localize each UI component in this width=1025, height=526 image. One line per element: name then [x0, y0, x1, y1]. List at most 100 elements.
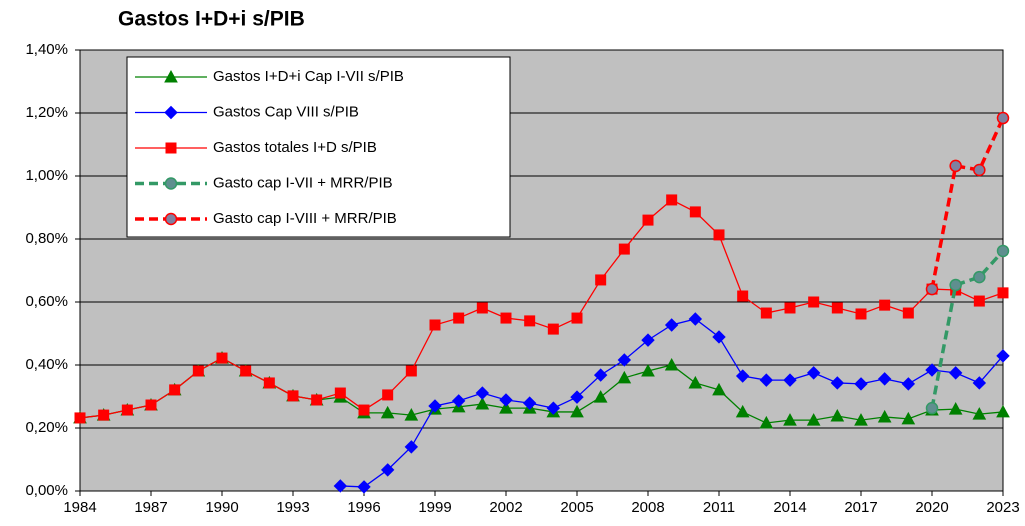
- marker: [760, 307, 772, 319]
- marker: [74, 412, 86, 424]
- marker: [735, 369, 750, 383]
- x-tick-label: 1987: [134, 499, 167, 516]
- legend-label: Gasto cap I-VII + MRR/PIB: [213, 174, 393, 191]
- marker: [808, 296, 820, 308]
- marker: [735, 404, 750, 418]
- legend-label: Gastos Cap VIII s/PIB: [213, 103, 359, 120]
- legend-marker: [164, 105, 178, 120]
- marker: [901, 377, 916, 391]
- y-tick-label: 0,60%: [25, 293, 68, 310]
- marker: [522, 396, 537, 410]
- marker: [546, 401, 561, 415]
- marker: [499, 393, 513, 407]
- marker: [169, 384, 181, 396]
- marker: [593, 390, 608, 403]
- marker: [996, 349, 1010, 363]
- marker: [855, 308, 867, 320]
- marker: [759, 373, 774, 387]
- x-tick-label: 1984: [63, 499, 96, 516]
- marker: [877, 372, 892, 386]
- marker: [759, 415, 774, 429]
- plot-border: [79, 49, 1004, 492]
- marker: [712, 330, 726, 344]
- x-tick-label: 2005: [560, 499, 593, 516]
- x-tick-label: 2020: [915, 499, 948, 516]
- marker: [783, 373, 797, 387]
- x-tick-label: 1999: [418, 499, 451, 516]
- marker: [475, 397, 490, 410]
- marker: [949, 159, 962, 173]
- marker: [617, 370, 632, 384]
- marker: [357, 480, 371, 494]
- marker: [689, 206, 701, 218]
- marker: [948, 402, 963, 415]
- marker: [902, 307, 914, 319]
- x-tick-label: 2014: [773, 499, 806, 516]
- marker: [333, 479, 348, 493]
- series-line: [79, 199, 1004, 419]
- marker: [830, 376, 845, 390]
- y-tick-label: 0,80%: [25, 230, 68, 247]
- marker: [311, 394, 323, 406]
- legend: [126, 56, 511, 238]
- y-tick-label: 1,00%: [25, 167, 68, 184]
- marker: [570, 390, 584, 404]
- marker: [404, 440, 419, 454]
- legend-marker: [164, 177, 178, 190]
- marker: [996, 244, 1010, 258]
- legend-label: Gastos totales I+D s/PIB: [213, 139, 377, 156]
- marker: [617, 353, 632, 367]
- y-tick-label: 0,40%: [25, 356, 68, 373]
- marker: [263, 377, 275, 389]
- marker: [879, 299, 891, 311]
- marker: [973, 270, 986, 284]
- marker: [547, 323, 559, 335]
- marker: [192, 365, 204, 377]
- marker: [475, 386, 490, 400]
- marker: [642, 214, 654, 226]
- marker: [121, 404, 133, 416]
- marker: [216, 352, 228, 364]
- x-tick-label: 2002: [489, 499, 522, 516]
- marker: [453, 312, 465, 324]
- marker: [973, 295, 985, 307]
- marker: [382, 389, 394, 401]
- marker: [925, 282, 939, 296]
- marker: [901, 411, 916, 425]
- x-tick-label: 2017: [844, 499, 877, 516]
- marker: [524, 315, 536, 327]
- marker: [404, 408, 419, 421]
- x-tick-label: 1996: [347, 499, 380, 516]
- marker: [854, 377, 868, 391]
- marker: [783, 413, 797, 426]
- marker: [380, 405, 395, 419]
- x-tick-label: 1990: [205, 499, 238, 516]
- x-tick-label: 1993: [276, 499, 309, 516]
- marker: [334, 387, 346, 399]
- marker: [996, 404, 1010, 418]
- marker: [595, 274, 607, 286]
- marker: [973, 163, 986, 177]
- y-tick-label: 1,40%: [25, 41, 68, 58]
- marker: [380, 463, 395, 477]
- marker: [949, 278, 962, 292]
- marker: [287, 390, 299, 402]
- y-tick-label: 1,20%: [25, 104, 68, 121]
- marker: [688, 375, 703, 389]
- series-line: [930, 249, 1005, 409]
- marker: [571, 312, 583, 324]
- marker: [997, 287, 1009, 299]
- marker: [428, 399, 442, 413]
- marker: [996, 111, 1010, 125]
- marker: [830, 408, 845, 422]
- marker: [145, 399, 157, 411]
- y-tick-label: 0,20%: [25, 419, 68, 436]
- x-tick-label: 2008: [631, 499, 664, 516]
- legend-marker: [164, 69, 178, 83]
- marker: [712, 382, 726, 396]
- marker: [405, 365, 417, 377]
- marker: [476, 302, 488, 314]
- marker: [737, 290, 749, 302]
- series-line: [930, 117, 1005, 290]
